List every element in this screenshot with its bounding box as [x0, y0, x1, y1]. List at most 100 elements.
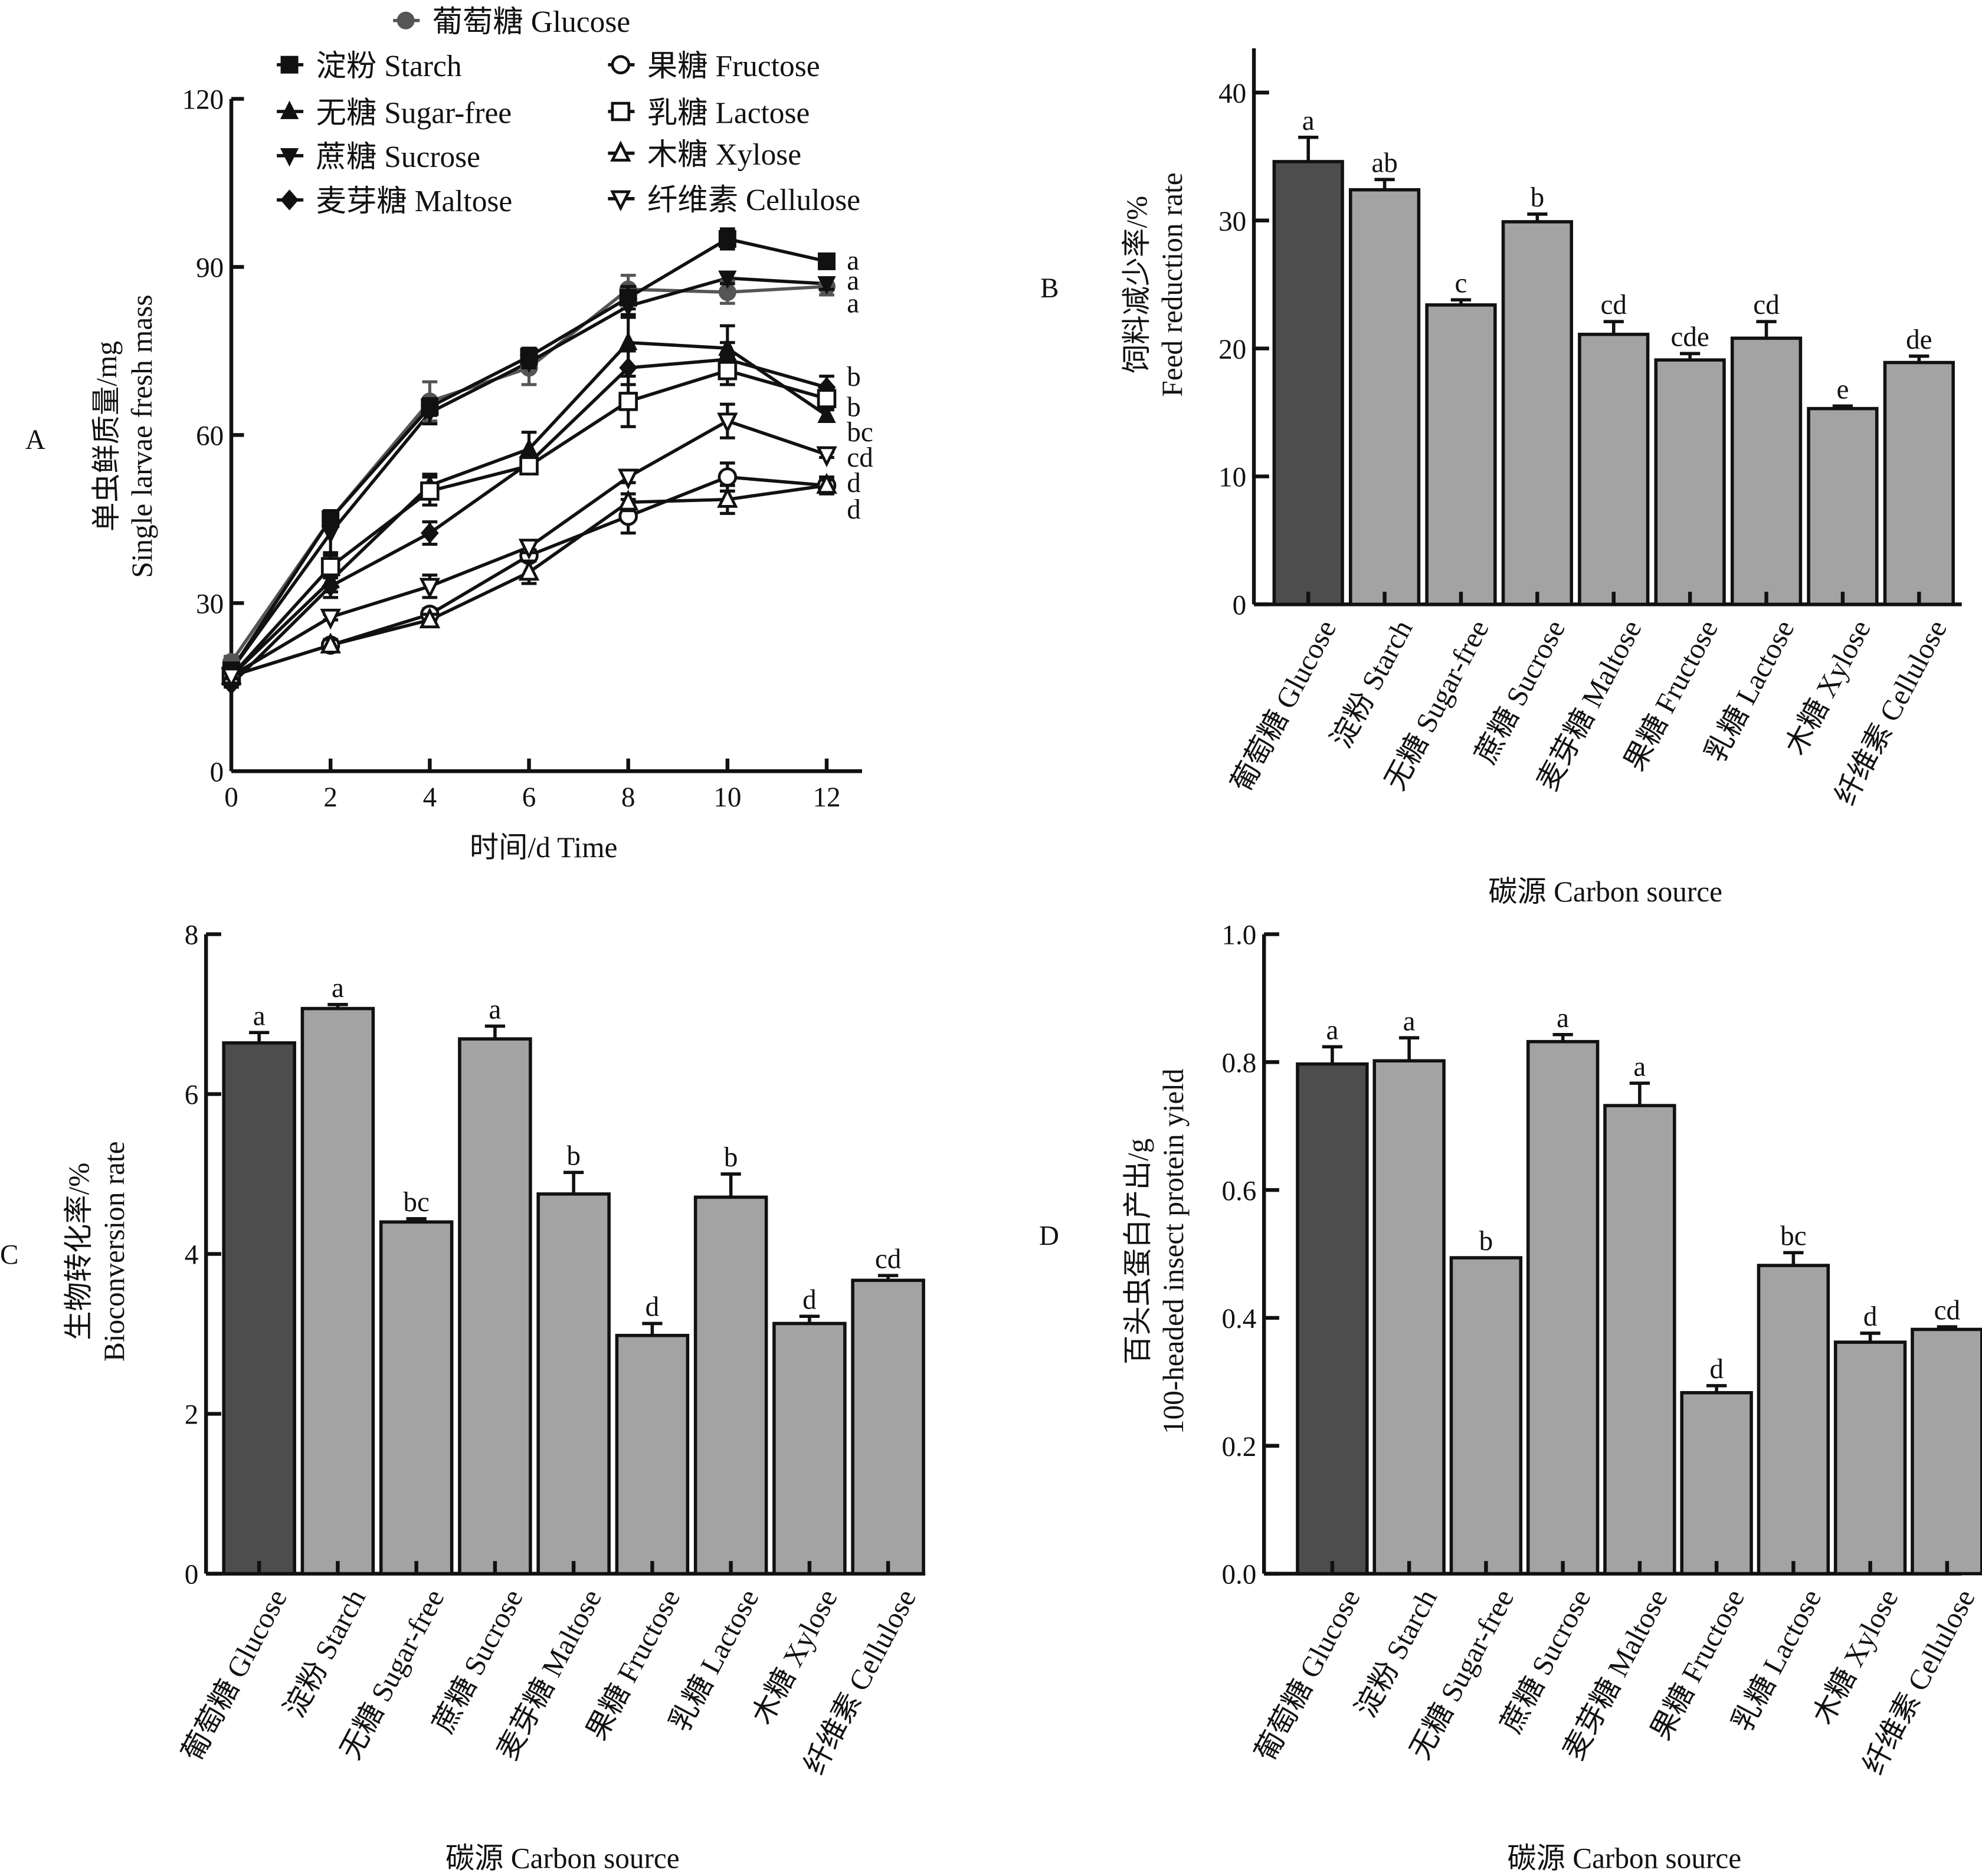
- marker-square: [618, 392, 638, 411]
- significance-letter: cde: [1670, 322, 1709, 352]
- marker-square: [320, 557, 340, 576]
- category-label: 葡萄糖 Glucose: [1225, 615, 1343, 798]
- bar: [615, 1333, 690, 1576]
- panel-a-y-tick-label: 90: [196, 253, 224, 284]
- marker-circle: [397, 11, 415, 29]
- significance-letter: a: [332, 973, 344, 1003]
- series-markers-5: [222, 341, 836, 695]
- significance-letter: cd: [875, 1244, 901, 1274]
- significance-letter: b: [724, 1142, 738, 1173]
- series-markers-9: [221, 402, 837, 689]
- significance-letter: d: [1863, 1301, 1878, 1332]
- marker-diamond: [280, 189, 299, 211]
- y-tick-label: 0.4: [1221, 1304, 1256, 1334]
- series-markers-4: [222, 270, 836, 681]
- bar: [1425, 303, 1497, 606]
- bar: [1296, 1062, 1369, 1576]
- y-tick-label: 0.8: [1221, 1048, 1256, 1079]
- significance-letter: a: [847, 265, 859, 296]
- bar: [1348, 188, 1421, 606]
- y-tick-label: 0: [1233, 591, 1247, 621]
- bar: [536, 1192, 611, 1576]
- legend-label: 葡萄糖 Glucose: [433, 5, 631, 39]
- significance-letter: a: [847, 288, 859, 319]
- marker-triangle-down: [610, 190, 631, 212]
- marker-triangle-down: [221, 667, 242, 689]
- legend-item: 葡萄糖 Glucose: [393, 5, 630, 39]
- marker-triangle-up: [816, 473, 837, 494]
- panel-d-ylabel-cn: 百头虫蛋白产出/g: [1122, 1139, 1154, 1365]
- series-line-3: [230, 340, 828, 677]
- marker-triangle-down: [420, 405, 440, 424]
- bar: [1272, 160, 1344, 606]
- bar: [1526, 1039, 1600, 1576]
- significance-letter: c: [1455, 268, 1467, 299]
- legend-label: 麦芽糖 Maltose: [316, 185, 513, 218]
- significance-letter: d: [847, 468, 861, 498]
- panel-d-ylabel-en: 100-headed insect protein yield: [1157, 1068, 1190, 1434]
- panel-a-x-tick-label: 6: [522, 782, 536, 813]
- y-tick-label: 0.6: [1221, 1176, 1256, 1206]
- legend-label: 淀粉 Starch: [316, 50, 462, 83]
- marker-triangle-up: [518, 559, 540, 581]
- significance-letter: d: [646, 1292, 660, 1323]
- bar: [1883, 360, 1955, 606]
- significance-letter: b: [847, 362, 861, 392]
- panel-label-d: D: [1039, 1221, 1059, 1252]
- marker-square: [817, 389, 837, 408]
- bar: [772, 1321, 847, 1576]
- panel-d-xlabel: 碳源 Carbon source: [1507, 1842, 1741, 1875]
- marker-triangle-down: [419, 578, 441, 599]
- panel-c-ylabel-cn: 生物转化率/%: [63, 1163, 95, 1340]
- y-tick-label: 0.2: [1221, 1432, 1256, 1462]
- bar: [1807, 406, 1879, 606]
- marker-triangle-up: [610, 140, 631, 162]
- y-tick-label: 10: [1218, 463, 1246, 493]
- legend-item: 果糖 Fructose: [608, 50, 820, 83]
- significance-letter: cd: [1601, 290, 1627, 320]
- legend-item: 麦芽糖 Maltose: [277, 185, 512, 218]
- panel-c-xlabel: 碳源 Carbon source: [445, 1842, 680, 1875]
- significance-letter: a: [1403, 1006, 1416, 1037]
- legend-item: 淀粉 Starch: [277, 50, 462, 83]
- marker-square: [420, 481, 440, 501]
- marker-triangle-down: [816, 446, 837, 467]
- y-tick-label: 4: [185, 1240, 199, 1271]
- marker-triangle-up: [320, 632, 341, 654]
- significance-letter: a: [1633, 1051, 1646, 1082]
- marker-triangle-down: [717, 412, 738, 434]
- legend-item: 蔗糖 Sucrose: [277, 140, 480, 174]
- panel-label-b: B: [1040, 273, 1059, 304]
- bar: [300, 1006, 375, 1576]
- legend-label: 木糖 Xylose: [647, 138, 801, 172]
- significance-letter: b: [566, 1140, 581, 1171]
- significance-letter: cd: [1934, 1295, 1960, 1326]
- significance-letter: a: [489, 995, 501, 1025]
- panel-a-y-tick-label: 120: [182, 85, 224, 116]
- significance-letter: d: [847, 494, 861, 525]
- panel-d-bar-chart: D 百头虫蛋白产出/g 100-headed insect protein yi…: [1039, 920, 1982, 1875]
- legend-label: 纤维素 Cellulose: [647, 183, 860, 217]
- marker-triangle-up: [817, 404, 836, 424]
- panel-b-bar-chart: B 饲料减少率/% Feed reduction rate 碳源 Carbon …: [1040, 48, 1962, 908]
- bar: [458, 1037, 532, 1576]
- significance-letter: d: [802, 1284, 817, 1315]
- significance-letter: cd: [1753, 290, 1779, 320]
- panel-a-y-tick-label: 0: [210, 757, 224, 788]
- y-tick-label: 40: [1218, 78, 1246, 109]
- marker-square: [718, 230, 736, 248]
- bar: [1833, 1340, 1907, 1576]
- significance-letter: d: [1709, 1354, 1724, 1385]
- panel-a-ylabel-en: Single larvae fresh mass: [126, 294, 158, 578]
- significance-letter: b: [1479, 1226, 1493, 1257]
- legend-label: 果糖 Fructose: [647, 50, 820, 83]
- bar: [1680, 1390, 1753, 1576]
- panel-a-x-tick-label: 0: [224, 782, 238, 813]
- bar: [1603, 1104, 1676, 1576]
- marker-triangle-down: [617, 468, 639, 490]
- panel-a-xlabel: 时间/d Time: [470, 831, 618, 864]
- y-tick-label: 30: [1218, 206, 1246, 237]
- series-line-7: [230, 369, 827, 677]
- marker-triangle-up: [717, 487, 738, 508]
- significance-letter: bc: [1780, 1221, 1806, 1252]
